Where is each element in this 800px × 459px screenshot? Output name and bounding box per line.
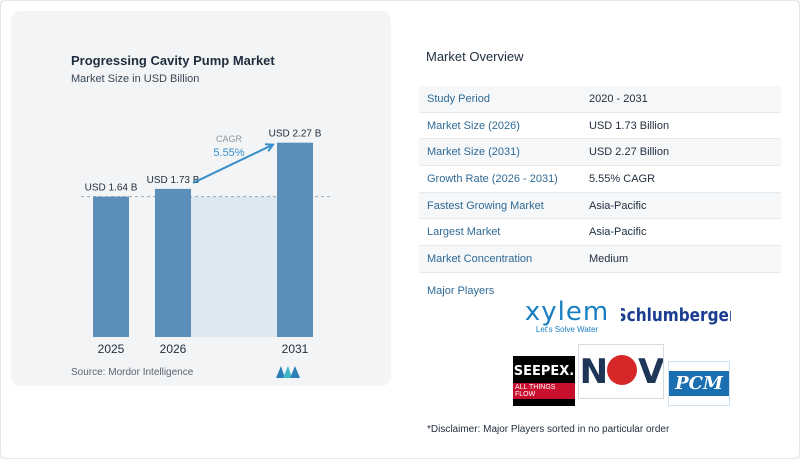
seepex-logo: SEEPEX. ALL THINGS FLOW	[513, 356, 575, 406]
overview-row-label: Study Period	[427, 92, 490, 105]
schlumberger-logo-text: Schlumberger	[621, 305, 731, 326]
overview-row-value: Asia-Pacific	[589, 226, 647, 239]
growth-shade	[191, 196, 277, 337]
overview-row: Market Concentration Medium	[419, 246, 781, 273]
bar-value-label: USD 2.27 B	[269, 129, 322, 140]
x-tick-label: 2031	[282, 342, 309, 356]
overview-row-label: Market Size (2026)	[427, 119, 520, 132]
major-players-label: Major Players	[427, 285, 495, 297]
overview-row: Fastest Growing Market Asia-Pacific	[419, 192, 781, 220]
overview-row-label: Market Concentration	[427, 252, 533, 265]
overview-row-value: USD 2.27 Billion	[589, 146, 670, 159]
overview-row: Largest Market Asia-Pacific	[419, 219, 781, 247]
disclaimer-text: *Disclaimer: Major Players sorted in no …	[427, 424, 670, 435]
overview-row: Market Size (2026) USD 1.73 Billion	[419, 113, 781, 140]
bar-value-label: USD 1.73 B	[147, 175, 200, 186]
seepex-logo-tagline: ALL THINGS FLOW	[513, 382, 575, 399]
overview-row-label: Largest Market	[427, 226, 501, 239]
chart-title: Progressing Cavity Pump Market	[71, 53, 275, 68]
bar	[277, 142, 313, 337]
cagr-value: 5.55%	[213, 147, 244, 159]
overview-row-label: Fastest Growing Market	[427, 199, 544, 212]
overview-row-label: Growth Rate (2026 - 2031)	[427, 172, 558, 185]
overview-row-label: Market Size (2031)	[427, 146, 520, 159]
x-tick-label: 2026	[160, 342, 187, 356]
overview-row: Market Size (2031) USD 2.27 Billion	[419, 139, 781, 167]
x-tick-label: 2025	[98, 342, 125, 356]
source-text: Source: Mordor Intelligence	[71, 367, 194, 378]
bar	[93, 196, 129, 337]
overview-row: Study Period 2020 - 2031	[419, 86, 781, 113]
bar-chart: USD 1.64 B 2025 USD 1.73 B 2026 USD 2.27 B 20…	[81, 129, 331, 356]
overview-row-value: 2020 - 2031	[589, 92, 648, 105]
overview-row-value: 5.55% CAGR	[589, 172, 656, 185]
bar	[155, 188, 191, 337]
mordor-logo-icon	[276, 366, 300, 378]
nov-logo-circle-icon	[607, 355, 638, 385]
bar-value-label: USD 1.64 B	[85, 183, 138, 194]
overview-row: Growth Rate (2026 - 2031) 5.55% CAGR	[419, 166, 781, 193]
cagr-arrow-icon	[264, 143, 275, 152]
cagr-arrow-line	[192, 143, 274, 184]
pcm-logo-text: PCM	[669, 371, 729, 396]
seepex-logo-text: SEEPEX.	[513, 363, 575, 379]
chart-subtitle: Market Size in USD Billion	[71, 73, 200, 85]
cagr-label: CAGR	[216, 134, 243, 144]
xylem-logo-text: xylem	[524, 297, 610, 327]
schlumberger-logo: Schlumberger	[621, 288, 731, 343]
overview-table: Study Period 2020 - 2031 Market Size (20…	[419, 86, 781, 273]
overview-row-value: Medium	[589, 252, 629, 265]
xylem-logo: xylem Let's Solve Water	[516, 288, 618, 343]
pcm-logo: PCM	[668, 361, 730, 406]
overview-row-value: USD 1.73 Billion	[589, 119, 670, 132]
overview-row-value: Asia-Pacific	[589, 199, 647, 212]
overview-title: Market Overview	[426, 49, 524, 64]
xylem-logo-tagline: Let's Solve Water	[535, 325, 599, 334]
